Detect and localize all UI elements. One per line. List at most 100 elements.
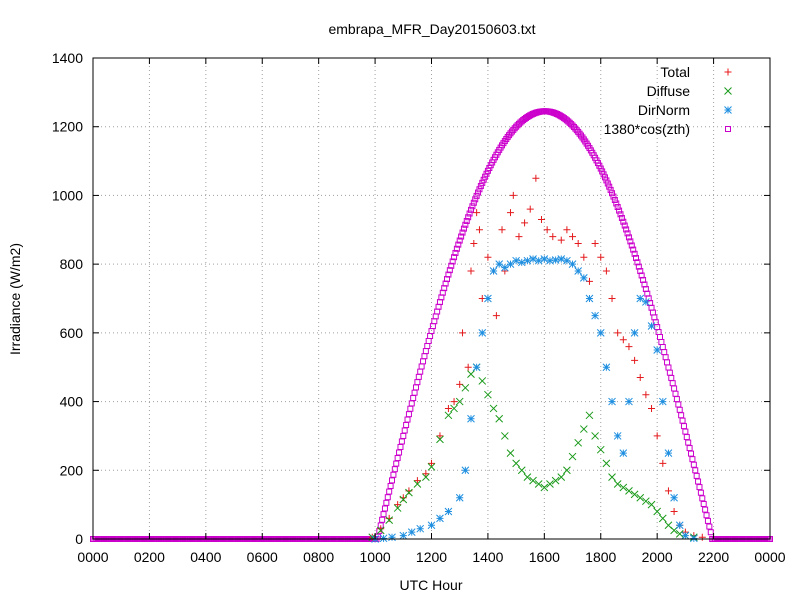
clear-sky-point [634, 259, 641, 266]
diffuse-point [484, 390, 492, 399]
total-point [464, 363, 472, 371]
diffuse-point [444, 411, 453, 420]
dirnorm-point [461, 466, 470, 475]
clear-sky-point [678, 412, 685, 419]
diffuse-point [619, 483, 628, 492]
clear-sky-point [397, 443, 404, 450]
clear-sky-point [654, 324, 661, 331]
total-point [467, 267, 475, 275]
diffuse-point [405, 488, 413, 497]
diffuse-point [506, 449, 515, 457]
diffuse-point [517, 466, 526, 475]
diffuse-point [551, 476, 560, 485]
clear-sky-point [633, 255, 640, 262]
diffuse-point [489, 404, 498, 413]
dirnorm-point [658, 397, 667, 406]
clear-sky-point [659, 344, 666, 351]
clear-sky-point [480, 176, 487, 183]
clear-sky-point [614, 204, 621, 211]
y-tick-label: 600 [60, 325, 84, 341]
x-axis-ticks: 0000 0200 0400 0600 0800 1000 1200 1400 1600 1800… [77, 58, 786, 565]
clear-sky-point [623, 226, 630, 233]
diffuse-point [658, 514, 667, 523]
dirnorm-point [484, 294, 492, 303]
diffuse-point [608, 473, 616, 482]
clear-sky-point [685, 439, 692, 446]
total-point [580, 253, 588, 261]
total-point [597, 253, 605, 261]
clear-sky-point [387, 482, 394, 489]
clear-sky-point [405, 411, 412, 418]
dirnorm-point [636, 294, 645, 303]
total-point [543, 226, 551, 234]
diffuse-point [413, 480, 422, 488]
total-point [574, 240, 582, 248]
clear-sky-point [434, 308, 441, 315]
total-point [538, 215, 546, 223]
y-tick-label: 1000 [52, 187, 83, 203]
clear-sky-point [662, 354, 669, 361]
diffuse-point [647, 500, 656, 509]
clear-sky-point [621, 222, 628, 229]
clear-sky-point [466, 210, 473, 217]
clear-sky-point [420, 358, 427, 365]
dirnorm-point [495, 260, 504, 268]
total-point [608, 295, 616, 302]
total-point [619, 336, 627, 344]
total-point [642, 391, 650, 399]
diffuse-point [585, 411, 594, 420]
total-point [557, 236, 565, 244]
dirnorm-point [399, 531, 408, 540]
clear-sky-point [702, 506, 709, 513]
clear-sky-point [384, 494, 391, 501]
chart-title: embrapa_MFR_Day20150603.txt [328, 21, 535, 37]
clear-sky-point [616, 207, 623, 214]
y-tick-label: 200 [60, 462, 84, 478]
clear-sky-point [607, 186, 614, 193]
diffuse-point [630, 490, 639, 499]
total-point [602, 267, 610, 275]
diffuse-point [557, 473, 566, 482]
diffuse-point [478, 377, 487, 385]
x-tick-label: 0600 [247, 549, 278, 565]
dirnorm-point [630, 329, 639, 337]
total-point [484, 253, 492, 261]
dirnorm-point [388, 533, 396, 542]
clear-sky-point [421, 353, 428, 360]
clear-sky-point [609, 190, 616, 197]
clear-sky-point [683, 434, 690, 441]
total-point [492, 312, 500, 320]
x-tick-label: 0200 [134, 549, 165, 565]
clear-sky-point [690, 461, 697, 468]
clear-sky-point [431, 318, 438, 325]
total-point [563, 226, 571, 234]
clear-sky-point [686, 445, 693, 452]
diffuse-point [512, 459, 520, 468]
clear-sky-point [460, 225, 467, 232]
clear-sky-point [412, 384, 419, 391]
dirnorm-point [619, 449, 628, 457]
dirnorm-point [517, 258, 526, 267]
dirnorm-point [653, 346, 662, 354]
total-point [569, 233, 577, 241]
total-point [405, 487, 413, 495]
clear-sky-point [625, 234, 632, 241]
total-point [532, 174, 540, 182]
clear-sky-point [465, 214, 472, 221]
clear-sky-point [407, 405, 414, 412]
total-point [526, 205, 534, 213]
clear-sky-point [692, 467, 699, 474]
dirnorm-point [379, 534, 388, 543]
clear-sky-point [394, 455, 401, 462]
clear-sky-point [404, 416, 411, 423]
diffuse-point [625, 487, 633, 495]
clear-sky-point [469, 203, 476, 210]
dirnorm-point [670, 493, 678, 502]
dirnorm-point [585, 294, 594, 303]
total-point [591, 240, 599, 248]
total-point [521, 219, 529, 227]
series-diffuse [368, 363, 698, 542]
clear-sky-point [658, 338, 665, 345]
clear-sky-point [666, 369, 673, 376]
